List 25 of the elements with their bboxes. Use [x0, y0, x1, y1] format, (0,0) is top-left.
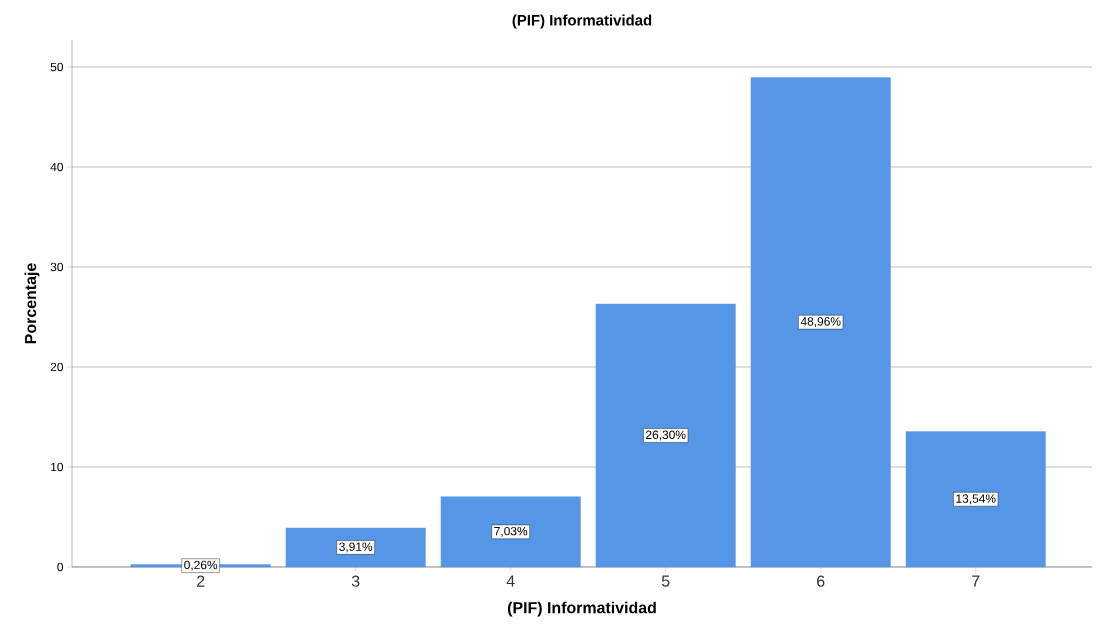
y-tick-label: 30 [50, 262, 64, 272]
x-tick-label: 7 [972, 575, 980, 587]
y-tick-label: 10 [51, 462, 64, 472]
x-tick-label: 2 [197, 575, 205, 587]
data-label: 7,03% [494, 526, 528, 537]
data-label: 0,26% [184, 560, 218, 571]
data-label: 26,30% [646, 430, 686, 441]
bar [440, 496, 581, 568]
x-tick-label: 4 [506, 575, 515, 587]
y-tick-label: 20 [50, 362, 64, 372]
bar [595, 303, 736, 568]
data-label: 3,91% [339, 542, 373, 553]
data-label: 13,54% [956, 494, 996, 505]
y-tick-label: 50 [50, 62, 64, 72]
x-tick-label: 5 [661, 575, 670, 587]
bar [750, 77, 891, 568]
chart-title: (PIF) Informatividad [512, 14, 652, 29]
y-tick-label: 40 [50, 162, 64, 172]
y-axis-title: Porcentaje [24, 263, 40, 344]
x-axis-title: (PIF) Informatividad [507, 601, 656, 617]
y-tick-label: 0 [57, 562, 64, 572]
x-tick-label: 6 [817, 575, 825, 587]
data-label: 48,96% [800, 317, 841, 328]
x-tick-label: 3 [351, 575, 360, 587]
bar [905, 431, 1046, 568]
